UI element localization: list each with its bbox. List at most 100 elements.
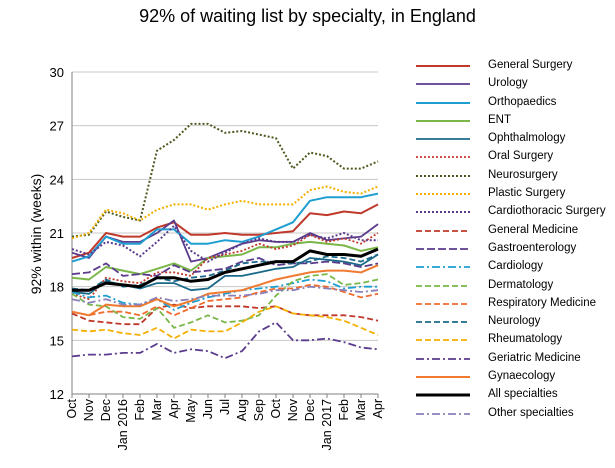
legend-item: Dermatology bbox=[414, 277, 614, 295]
legend-item: All specialties bbox=[414, 386, 614, 404]
legend-item: Cardiothoracic Surgery bbox=[414, 203, 614, 221]
y-axis-label: 92% within (weeks) bbox=[28, 174, 44, 295]
series-lines bbox=[71, 122, 379, 360]
series-line-cardiothoracic-surgery bbox=[71, 224, 378, 263]
legend-swatch bbox=[416, 156, 470, 159]
legend-label: Gastroenterology bbox=[488, 241, 577, 254]
legend-label: Cardiothoracic Surgery bbox=[488, 205, 606, 218]
legend-item: Other specialties bbox=[414, 405, 614, 423]
x-tick-label: Feb bbox=[133, 399, 147, 421]
legend-item: Geriatric Medicine bbox=[414, 350, 614, 368]
x-tick-label: Jan 2016 bbox=[116, 399, 130, 450]
legend-item: Neurosurgery bbox=[414, 167, 614, 185]
legend-label: ENT bbox=[488, 113, 511, 126]
legend-swatch bbox=[416, 393, 470, 397]
y-tick-label: 24 bbox=[50, 172, 64, 187]
x-tick-label: Jun bbox=[201, 399, 215, 419]
legend-label: Plastic Surgery bbox=[488, 187, 566, 200]
series-line-ent bbox=[71, 240, 379, 281]
series-line-plastic-surgery bbox=[71, 185, 379, 240]
x-tick-label: Nov bbox=[82, 398, 96, 421]
legend-label: Neurosurgery bbox=[488, 168, 558, 181]
legend-swatch bbox=[416, 83, 470, 86]
legend-item: Plastic Surgery bbox=[414, 185, 614, 203]
series-line-general-medicine bbox=[71, 303, 379, 326]
x-tick-label: Aug bbox=[235, 399, 249, 421]
legend-swatch bbox=[416, 284, 470, 287]
legend-label: Oral Surgery bbox=[488, 150, 554, 163]
legend-swatch bbox=[416, 65, 470, 67]
series-line-neurology bbox=[71, 253, 379, 292]
legend-swatch bbox=[416, 248, 470, 250]
legend-swatch bbox=[416, 376, 470, 379]
series-line-other-specialties bbox=[71, 285, 379, 306]
legend-label: Rheumatology bbox=[488, 333, 563, 346]
legend-swatch bbox=[416, 174, 470, 177]
y-tick-label: 27 bbox=[50, 119, 64, 134]
legend-item: Rheumatology bbox=[414, 331, 614, 349]
chart-title: 92% of waiting list by specialty, in Eng… bbox=[139, 6, 476, 26]
x-tick-label: Oct bbox=[269, 398, 283, 418]
y-tick-label: 21 bbox=[50, 226, 64, 241]
y-tick-label: 12 bbox=[50, 387, 64, 402]
series-line-respiratory-medicine bbox=[71, 283, 379, 317]
legend-swatch bbox=[416, 302, 470, 305]
series-line-dermatology bbox=[71, 273, 379, 329]
y-tick-label: 18 bbox=[50, 280, 64, 295]
legend-label: All specialties bbox=[488, 388, 558, 401]
legend-swatch bbox=[416, 357, 470, 360]
legend-label: General Medicine bbox=[488, 223, 579, 236]
x-tick-label: Apr bbox=[371, 399, 385, 418]
series-line-geriatric-medicine bbox=[71, 321, 379, 360]
legend-item: General Surgery bbox=[414, 57, 614, 75]
x-tick-label: May bbox=[184, 398, 198, 422]
legend-swatch bbox=[416, 266, 470, 269]
legend: General Surgery Urology Orthopaedics ENT Oph… bbox=[414, 57, 614, 423]
x-tick-label: Feb bbox=[337, 399, 351, 421]
legend-swatch bbox=[416, 321, 470, 324]
legend-label: Neurology bbox=[488, 315, 541, 328]
series-line-neurosurgery bbox=[71, 122, 379, 238]
legend-item: Gynaecology bbox=[414, 368, 614, 386]
legend-label: Orthopaedics bbox=[488, 95, 557, 108]
x-tick-label: Nov bbox=[286, 398, 300, 421]
legend-label: Urology bbox=[488, 77, 528, 90]
legend-label: Cardiology bbox=[488, 260, 543, 273]
legend-item: Respiratory Medicine bbox=[414, 295, 614, 313]
legend-swatch bbox=[416, 412, 470, 415]
x-tick-label: Dec bbox=[99, 399, 113, 421]
legend-swatch bbox=[416, 229, 470, 232]
series-line-general-surgery bbox=[71, 203, 379, 259]
legend-label: Dermatology bbox=[488, 278, 554, 291]
legend-swatch bbox=[416, 101, 470, 104]
legend-item: Gastroenterology bbox=[414, 240, 614, 258]
y-tick-label: 30 bbox=[50, 65, 64, 80]
series-line-cardiology bbox=[71, 278, 378, 311]
series-line-rheumatology bbox=[71, 305, 379, 340]
series-line-gynaecology bbox=[71, 264, 379, 317]
legend-label: Ophthalmology bbox=[488, 132, 566, 145]
legend-label: General Surgery bbox=[488, 59, 573, 71]
series-line-oral-surgery bbox=[71, 232, 379, 301]
legend-item: Urology bbox=[414, 75, 614, 93]
x-tick-label: Jul bbox=[218, 399, 232, 415]
legend-label: Respiratory Medicine bbox=[488, 296, 597, 309]
x-tick-label: Oct bbox=[65, 398, 79, 418]
x-tick-label: Mar bbox=[150, 399, 164, 421]
legend-label: Other specialties bbox=[488, 406, 574, 419]
legend-item: Oral Surgery bbox=[414, 148, 614, 166]
legend-item: ENT bbox=[414, 112, 614, 130]
legend-swatch bbox=[416, 119, 470, 122]
x-tick-label: Jan 2017 bbox=[320, 399, 334, 450]
legend-item: Neurology bbox=[414, 313, 614, 331]
legend-item: Cardiology bbox=[414, 258, 614, 276]
legend-swatch bbox=[416, 211, 470, 214]
legend-label: Geriatric Medicine bbox=[488, 351, 581, 364]
x-tick-label: Dec bbox=[303, 399, 317, 421]
legend-label: Gynaecology bbox=[488, 370, 556, 383]
series-line-gastroenterology bbox=[71, 257, 379, 277]
x-tick-label: Mar bbox=[354, 399, 368, 421]
series-line-orthopaedics bbox=[71, 192, 379, 263]
